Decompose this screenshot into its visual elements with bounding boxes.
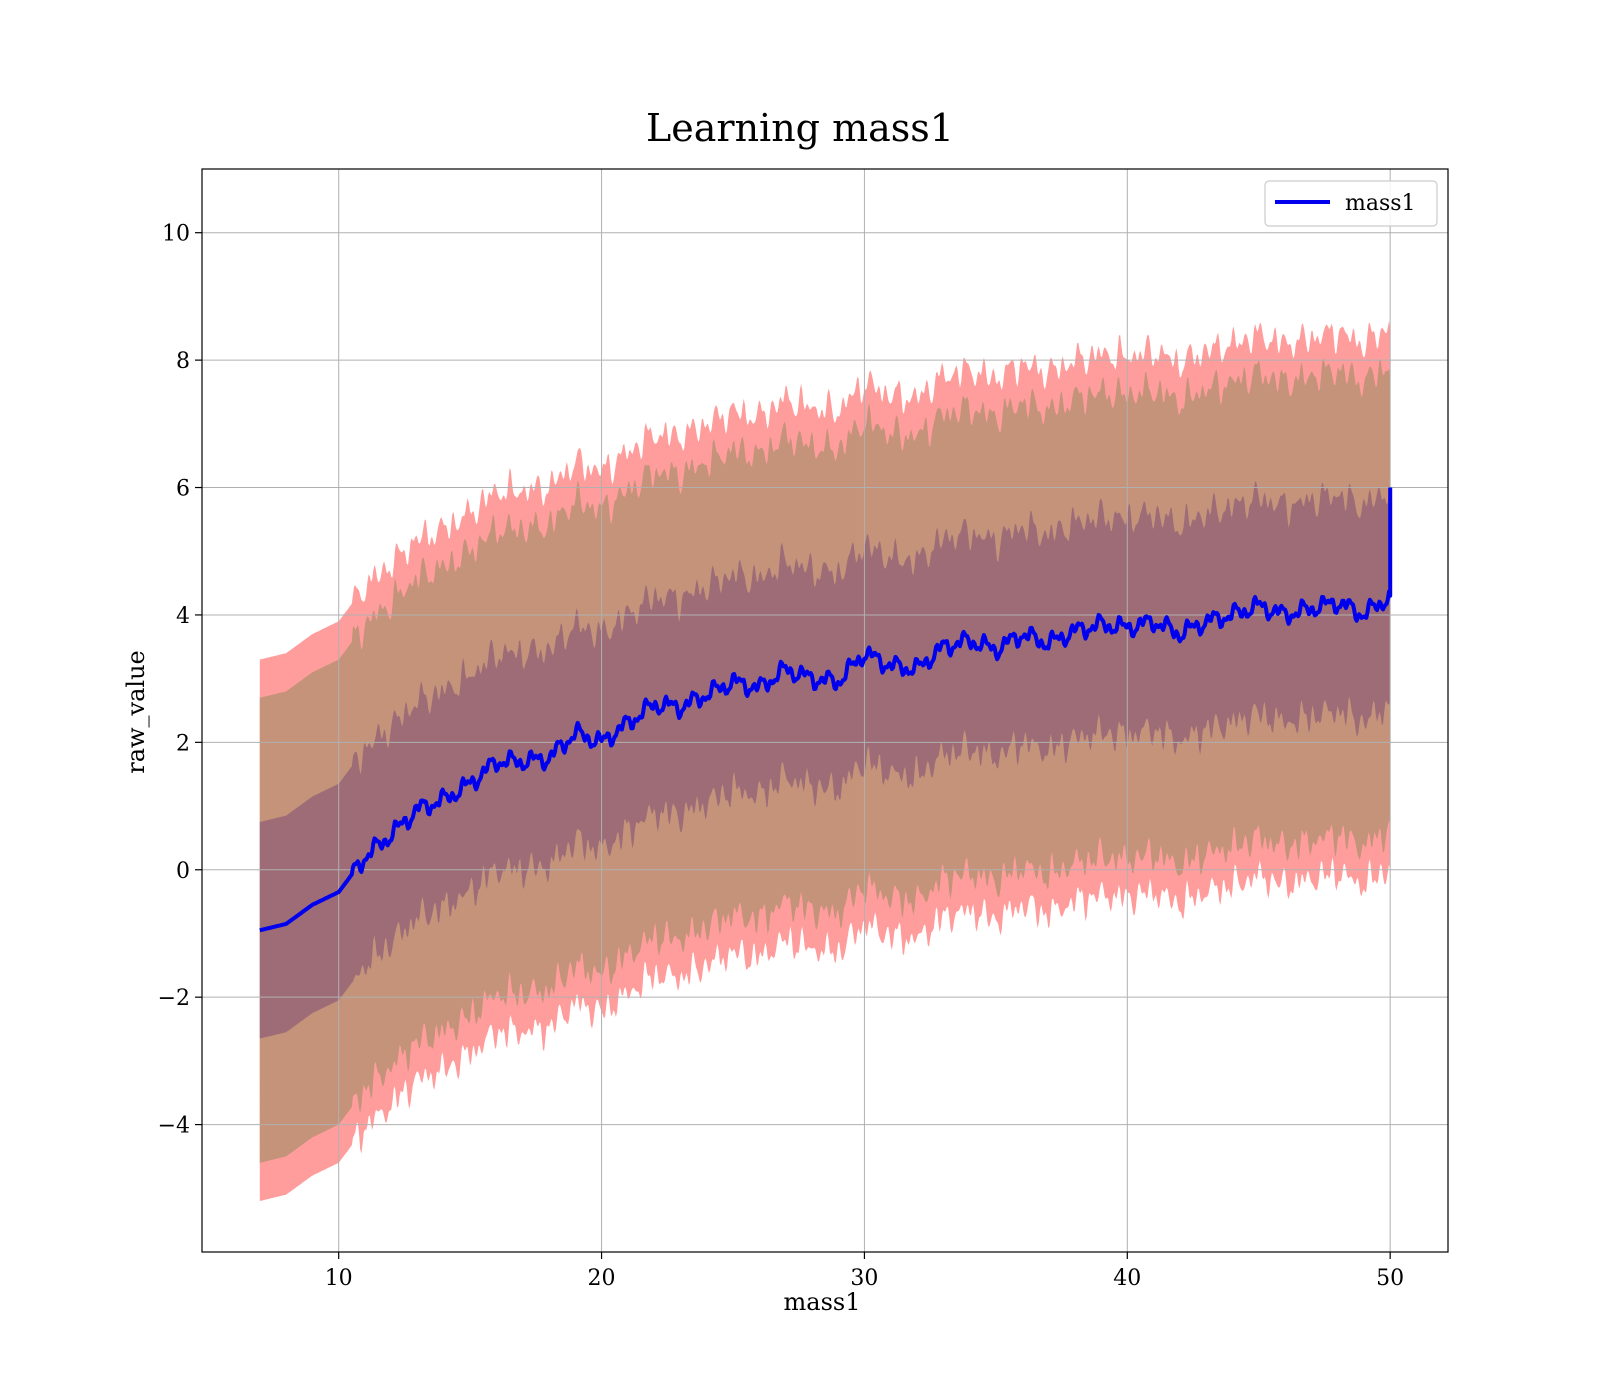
x-tick-label: 50 xyxy=(1376,1266,1404,1291)
legend-box xyxy=(1264,180,1438,227)
band-inner xyxy=(259,481,1391,1039)
plot-frame xyxy=(201,168,1449,1253)
x-axis-ticks: 10 20 30 40 50 xyxy=(325,1252,1404,1291)
legend: mass1 xyxy=(1264,180,1438,227)
y-axis-ticks: −4 −2 0 2 4 6 8 10 xyxy=(158,222,202,1139)
x-axis-label: mass1 xyxy=(784,1288,861,1316)
y-tick-label: 4 xyxy=(176,604,190,629)
x-tick-label: 30 xyxy=(850,1266,878,1291)
series-line-mass1 xyxy=(259,487,1393,933)
y-tick-label: 6 xyxy=(176,477,190,502)
chart-title: Learning mass1 xyxy=(646,106,954,150)
series-lines xyxy=(259,487,1393,933)
y-tick-label: 8 xyxy=(176,349,190,374)
plot-area xyxy=(201,168,1449,1253)
y-tick-label: 0 xyxy=(176,859,190,884)
legend-label-mass1: mass1 xyxy=(1345,191,1416,216)
confidence-bands xyxy=(259,320,1391,1201)
y-tick-label: −4 xyxy=(158,1114,190,1139)
x-tick-label: 40 xyxy=(1113,1266,1141,1291)
grid-lines xyxy=(202,169,1448,1252)
y-tick-label: 10 xyxy=(162,222,190,247)
y-tick-label: −2 xyxy=(158,986,190,1011)
y-tick-label: 2 xyxy=(176,731,190,756)
x-tick-label: 20 xyxy=(588,1266,616,1291)
y-axis-label: raw_value xyxy=(122,650,150,774)
x-tick-label: 10 xyxy=(325,1266,353,1291)
